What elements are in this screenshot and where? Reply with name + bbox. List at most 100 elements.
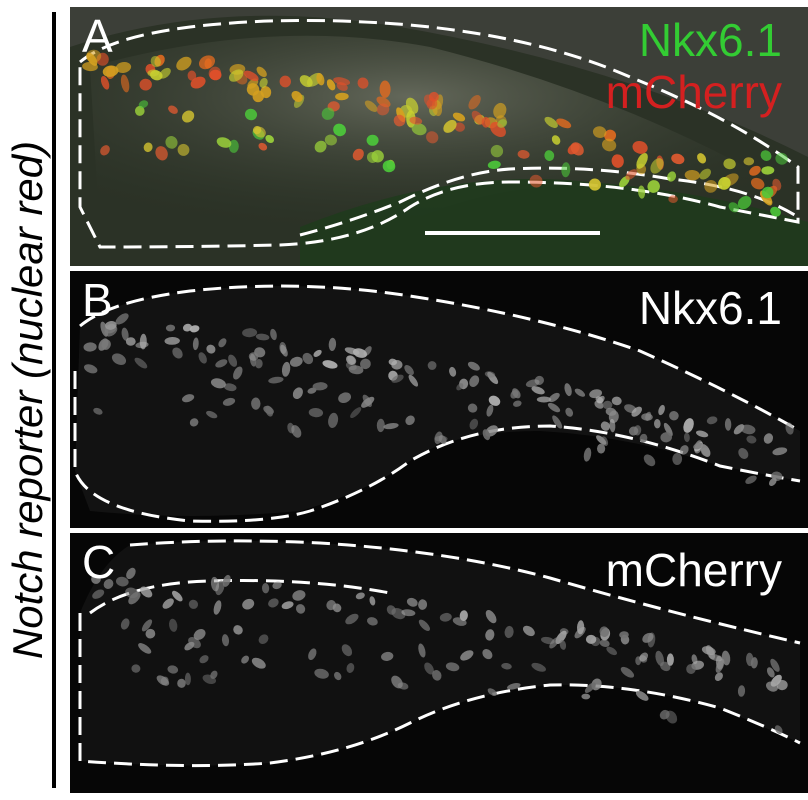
nucleus [531, 662, 546, 672]
nucleus [497, 119, 508, 128]
nucleus [490, 144, 504, 158]
nucleus [332, 603, 342, 613]
nucleus [642, 632, 654, 643]
nucleus [292, 387, 303, 400]
nucleus [121, 327, 129, 341]
nucleus [485, 609, 497, 624]
panel-b-nkx: B Nkx6.1 [70, 271, 808, 528]
nucleus [738, 448, 749, 459]
nucleus [585, 634, 597, 644]
nucleus [418, 643, 426, 658]
nucleus [638, 185, 646, 199]
nucleus [469, 418, 479, 430]
nucleus [126, 567, 136, 580]
nucleus [233, 366, 243, 380]
nucleus [103, 579, 114, 589]
nucleus [299, 75, 313, 88]
panel-a-letter: A [82, 10, 113, 62]
nucleus [251, 397, 261, 410]
nucleus [198, 352, 207, 364]
nucleus [522, 625, 535, 637]
nucleus [321, 107, 335, 120]
nucleus [242, 328, 258, 338]
nucleus [556, 118, 572, 129]
nucleus [683, 432, 690, 443]
nucleus [102, 65, 119, 77]
nucleus [504, 625, 514, 639]
panel-c-channel-label: mCherry [605, 544, 782, 596]
nucleus [338, 392, 352, 404]
nucleus [547, 402, 561, 413]
nucleus [459, 610, 468, 621]
nucleus [529, 174, 543, 188]
nucleus [599, 626, 610, 637]
nucleus [695, 430, 709, 438]
nucleus [145, 628, 156, 639]
nucleus [683, 418, 694, 433]
nucleus [728, 202, 739, 213]
nucleus [704, 180, 718, 193]
nucleus [213, 600, 222, 615]
nucleus [645, 411, 652, 421]
nucleus [660, 661, 671, 672]
nucleus [115, 576, 129, 587]
nucleus [184, 672, 191, 686]
nucleus [439, 612, 452, 622]
nucleus [291, 90, 303, 103]
nucleus [600, 421, 611, 431]
nucleus [314, 140, 327, 153]
nucleus [177, 143, 190, 156]
nucleus [268, 598, 279, 608]
nucleus [609, 418, 616, 433]
nucleus [281, 361, 291, 377]
nucleus [333, 123, 347, 137]
nucleus [493, 102, 507, 119]
nucleus [766, 681, 778, 692]
nucleus [383, 423, 399, 430]
nucleus [544, 116, 558, 128]
nucleus [774, 725, 783, 734]
nucleus [595, 396, 604, 404]
nucleus [222, 397, 236, 406]
nucleus [770, 658, 780, 672]
nucleus [346, 662, 355, 674]
nucleus [718, 177, 731, 190]
nucleus [665, 710, 678, 724]
nucleus [199, 655, 209, 664]
nucleus [352, 348, 368, 358]
nucleus [168, 105, 178, 114]
nucleus [570, 142, 584, 156]
nucleus [184, 641, 195, 651]
nucleus [140, 586, 153, 598]
nucleus [254, 347, 266, 358]
nucleus [202, 674, 217, 685]
nucleus [743, 157, 755, 166]
nucleus [632, 140, 648, 154]
nucleus [335, 92, 349, 101]
nucleus [737, 195, 752, 210]
nucleus [229, 69, 244, 82]
nucleus [601, 436, 609, 447]
nucleus [599, 639, 610, 648]
nucleus [381, 651, 394, 661]
nucleus [141, 619, 153, 632]
nucleus [326, 79, 336, 91]
side-bracket-line [52, 12, 56, 788]
nucleus [346, 355, 356, 365]
nucleus [452, 112, 466, 122]
nucleus [252, 126, 262, 135]
nucleus [391, 359, 403, 370]
nucleus [249, 353, 257, 367]
nucleus [221, 634, 230, 647]
panel-b-letter: B [82, 274, 113, 326]
nucleus [258, 634, 269, 645]
nucleus [737, 685, 746, 697]
nucleus [291, 425, 302, 438]
nucleus [386, 605, 396, 615]
nucleus [686, 664, 696, 674]
nucleus [279, 75, 292, 88]
nucleus [460, 650, 474, 661]
nucleus [596, 443, 606, 454]
nucleus [605, 407, 617, 416]
panel-c-image [70, 533, 808, 793]
